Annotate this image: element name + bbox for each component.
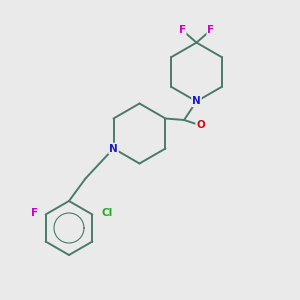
Text: N: N — [192, 96, 201, 106]
Text: Cl: Cl — [101, 208, 112, 218]
Text: F: F — [31, 208, 38, 218]
Text: F: F — [178, 25, 186, 35]
Text: N: N — [109, 143, 118, 154]
Text: F: F — [207, 25, 214, 35]
Text: O: O — [196, 120, 205, 130]
